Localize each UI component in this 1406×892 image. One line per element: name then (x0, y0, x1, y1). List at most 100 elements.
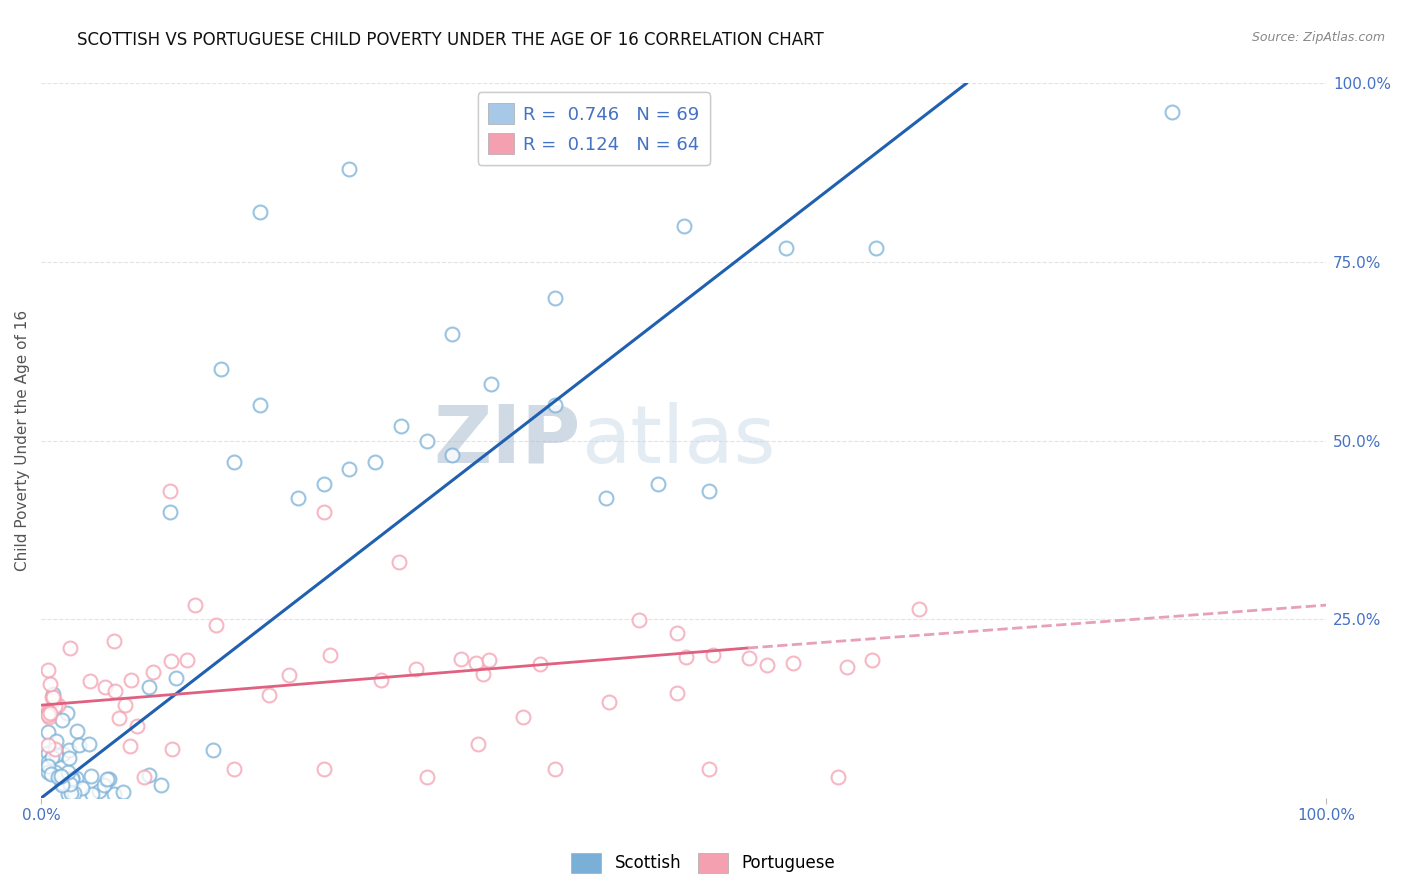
Point (165, 671, 187, 685)
Point (339, 462, 361, 476)
Point (87, 784, 110, 798)
Point (257, 688, 280, 702)
Point (96, 772, 118, 786)
Point (339, 162, 361, 177)
Point (48, 698, 70, 712)
Point (159, 483, 181, 498)
Point (37, 738, 59, 752)
Point (441, 448, 464, 462)
Point (666, 626, 689, 640)
Point (44, 698, 66, 713)
Point (41, 767, 63, 781)
Point (44, 742, 66, 756)
Point (183, 598, 205, 612)
Point (56, 706, 79, 721)
Point (738, 651, 761, 665)
Point (665, 686, 688, 700)
Point (755, 657, 778, 672)
Point (529, 657, 551, 672)
Point (908, 602, 931, 616)
Point (702, 648, 724, 663)
Text: Source: ZipAtlas.com: Source: ZipAtlas.com (1251, 31, 1385, 45)
Point (37, 759, 59, 773)
Point (42, 693, 65, 707)
Point (37, 704, 59, 718)
Point (319, 648, 342, 662)
Point (37, 755, 59, 769)
Point (479, 376, 502, 391)
Point (37, 707, 59, 722)
Point (209, 362, 232, 376)
Point (51, 713, 73, 727)
Point (675, 649, 697, 664)
Point (58, 751, 80, 765)
Point (37, 663, 59, 677)
Point (41, 750, 63, 764)
Point (45, 748, 67, 763)
Point (58, 764, 80, 779)
Point (389, 419, 412, 434)
Point (138, 768, 160, 782)
Point (205, 618, 228, 632)
Point (697, 763, 720, 777)
Point (544, 763, 567, 777)
Legend: R =  0.746   N = 69, R =  0.124   N = 64: R = 0.746 N = 69, R = 0.124 N = 64 (478, 93, 710, 165)
Point (595, 491, 617, 505)
Point (471, 666, 494, 681)
Point (79, 674, 101, 689)
Point (387, 555, 409, 569)
Point (37, 706, 59, 721)
Point (111, 784, 134, 798)
Text: SCOTTISH VS PORTUGUESE CHILD POVERTY UNDER THE AGE OF 16 CORRELATION CHART: SCOTTISH VS PORTUGUESE CHILD POVERTY UND… (77, 31, 824, 49)
Point (782, 657, 804, 671)
Point (405, 662, 427, 676)
Point (37, 764, 59, 779)
Point (93, 778, 115, 792)
Point (697, 483, 720, 498)
Point (132, 770, 155, 784)
Point (312, 476, 335, 491)
Point (56, 788, 79, 802)
Point (44, 764, 66, 779)
Text: atlas: atlas (581, 401, 775, 480)
Point (51, 776, 73, 790)
Point (80, 769, 103, 783)
Point (860, 653, 883, 667)
Point (467, 737, 489, 751)
Point (52, 747, 75, 761)
Point (672, 219, 695, 234)
Point (201, 743, 224, 757)
Point (38, 706, 60, 720)
Point (65, 772, 87, 786)
Point (59, 777, 82, 791)
Point (287, 491, 309, 505)
Point (544, 398, 567, 412)
Point (415, 434, 437, 448)
Point (63, 786, 86, 800)
Point (544, 291, 567, 305)
Point (249, 205, 271, 219)
Point (1160, 105, 1182, 120)
Point (628, 613, 651, 627)
Point (42, 687, 65, 701)
Point (312, 505, 335, 519)
Point (647, 476, 669, 491)
Point (160, 742, 183, 756)
Point (46, 770, 69, 784)
Point (79, 737, 101, 751)
Point (103, 788, 125, 802)
Point (127, 719, 149, 733)
Point (82, 788, 104, 802)
Point (114, 698, 136, 712)
Point (138, 680, 160, 694)
Point (45, 734, 67, 748)
Point (598, 695, 620, 709)
Point (38, 710, 60, 724)
Point (159, 655, 181, 669)
Point (278, 668, 301, 682)
Point (39, 677, 62, 691)
Point (72, 781, 94, 796)
Point (107, 711, 129, 725)
Point (37, 746, 59, 760)
Point (103, 634, 125, 648)
